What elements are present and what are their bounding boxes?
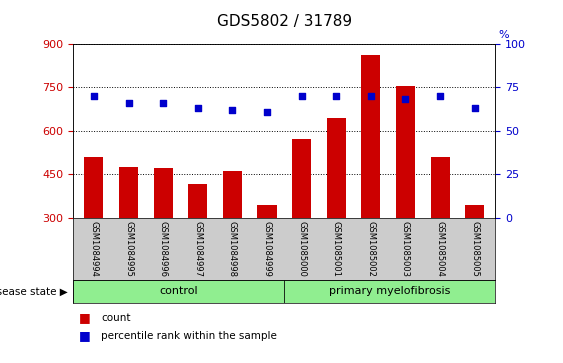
Text: ■: ■	[79, 311, 91, 324]
Point	[228, 107, 237, 113]
Bar	[257, 205, 276, 218]
Text: control: control	[159, 286, 198, 296]
Point	[297, 93, 306, 99]
Bar	[84, 157, 104, 218]
Text: GSM1085001: GSM1085001	[332, 221, 341, 277]
Point	[159, 100, 168, 106]
Text: GSM1084994: GSM1084994	[90, 221, 99, 277]
Bar	[327, 118, 346, 218]
Bar	[361, 55, 381, 218]
Text: GSM1084996: GSM1084996	[159, 221, 168, 277]
Text: GSM1085002: GSM1085002	[367, 221, 376, 277]
Text: GSM1085003: GSM1085003	[401, 221, 410, 277]
Text: GSM1085005: GSM1085005	[470, 221, 479, 277]
Text: GSM1084999: GSM1084999	[262, 221, 271, 277]
Bar	[188, 184, 207, 218]
Point	[332, 93, 341, 99]
Text: disease state ▶: disease state ▶	[0, 286, 68, 296]
Text: GSM1085000: GSM1085000	[297, 221, 306, 277]
Bar	[465, 205, 484, 218]
Point	[367, 93, 376, 99]
Text: GDS5802 / 31789: GDS5802 / 31789	[217, 14, 352, 29]
Bar	[396, 86, 415, 218]
Point	[262, 109, 271, 114]
Bar	[292, 139, 311, 218]
Bar	[284, 280, 495, 303]
Bar	[119, 167, 138, 218]
Point	[193, 105, 202, 111]
Text: GSM1085004: GSM1085004	[436, 221, 445, 277]
Point	[124, 100, 133, 106]
Text: ■: ■	[79, 329, 91, 342]
Bar	[154, 168, 173, 218]
Text: GSM1084995: GSM1084995	[124, 221, 133, 277]
Text: %: %	[498, 30, 509, 40]
Text: percentile rank within the sample: percentile rank within the sample	[101, 331, 277, 341]
Bar	[223, 171, 242, 218]
Text: primary myelofibrosis: primary myelofibrosis	[329, 286, 450, 296]
Bar	[431, 157, 450, 218]
Point	[436, 93, 445, 99]
Point	[90, 93, 99, 99]
Point	[401, 97, 410, 102]
Text: GSM1084998: GSM1084998	[228, 221, 237, 277]
Bar	[73, 280, 284, 303]
Text: GSM1084997: GSM1084997	[193, 221, 202, 277]
Text: count: count	[101, 313, 131, 323]
Point	[470, 105, 479, 111]
